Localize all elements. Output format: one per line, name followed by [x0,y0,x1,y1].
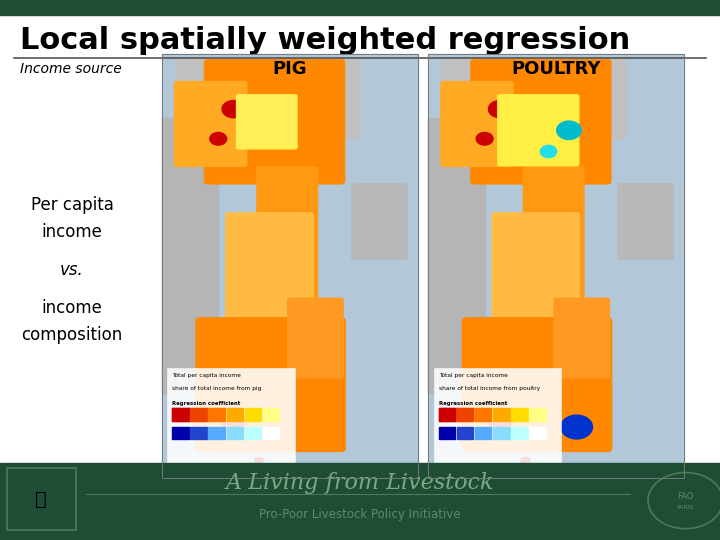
Text: PIG: PIG [272,60,307,78]
FancyBboxPatch shape [236,95,297,149]
Bar [0,0,720,15]
Text: A Living from Livestock: A Living from Livestock [226,472,494,494]
FancyBboxPatch shape [492,213,580,319]
FancyBboxPatch shape [174,82,247,166]
Bar [167,368,295,469]
Bar [428,54,684,478]
FancyBboxPatch shape [441,82,513,166]
Circle shape [521,457,530,464]
Bar [200,408,210,421]
FancyBboxPatch shape [351,184,407,259]
FancyBboxPatch shape [225,213,313,319]
Bar [438,408,455,421]
Bar [208,427,225,439]
FancyBboxPatch shape [462,318,612,451]
Bar [191,408,200,421]
Bar [162,54,418,478]
Bar [457,408,467,421]
FancyBboxPatch shape [428,118,485,393]
FancyBboxPatch shape [441,58,625,139]
Text: income: income [42,223,102,241]
Bar [172,408,181,421]
Bar [219,408,228,421]
Text: Local spatially weighted regression: Local spatially weighted regression [20,26,631,55]
FancyBboxPatch shape [554,298,609,378]
Bar [467,408,476,421]
Circle shape [488,100,511,118]
Text: +: + [248,463,255,472]
FancyBboxPatch shape [498,95,579,166]
Circle shape [540,145,557,158]
Bar [7,468,76,530]
FancyBboxPatch shape [523,167,584,327]
Bar [456,408,473,421]
Text: PARIS: PARIS [677,505,694,510]
Bar [0,463,720,540]
Bar [474,408,492,421]
FancyBboxPatch shape [204,60,344,184]
Text: share of total income from pig: share of total income from pig [172,386,261,391]
Circle shape [255,457,264,464]
FancyBboxPatch shape [503,95,564,149]
Circle shape [210,132,227,145]
Bar [474,427,492,439]
Bar [245,408,261,421]
Bar [529,427,546,439]
Text: Regression coefficient: Regression coefficient [172,401,240,406]
Bar [438,427,455,439]
Bar [511,408,528,421]
Bar [263,427,279,439]
Circle shape [557,121,581,139]
Circle shape [561,415,593,439]
FancyBboxPatch shape [471,60,611,184]
Text: vs.: vs. [60,261,84,279]
FancyBboxPatch shape [618,184,673,259]
Bar [529,408,546,421]
Text: Total per capita income: Total per capita income [438,373,508,378]
Circle shape [222,100,245,118]
Bar [172,408,189,421]
FancyBboxPatch shape [196,318,346,451]
FancyBboxPatch shape [257,167,318,327]
Circle shape [220,408,248,429]
FancyBboxPatch shape [288,298,343,378]
Text: POULTRY: POULTRY [511,60,600,78]
Bar [433,368,562,469]
Text: income: income [42,299,102,317]
Text: composition: composition [22,326,122,344]
Text: Total per capita income: Total per capita income [172,373,241,378]
Text: FAO: FAO [678,492,693,501]
Text: Per capita: Per capita [30,196,114,214]
Bar [245,427,261,439]
Text: +: + [514,463,521,472]
Text: 🐂: 🐂 [35,489,47,509]
Bar [227,408,243,421]
Bar [456,427,473,439]
Bar [485,408,495,421]
Text: Regression coefficient: Regression coefficient [438,401,507,406]
FancyBboxPatch shape [162,118,218,393]
Bar [493,408,510,421]
Circle shape [486,408,514,429]
Bar [438,408,448,421]
Bar [208,408,225,421]
Bar [172,427,189,439]
Bar [263,408,279,421]
Bar [448,408,457,421]
Circle shape [476,132,493,145]
Bar [162,54,418,478]
Text: share of total income from poultry: share of total income from poultry [438,386,540,391]
Bar [210,408,219,421]
Bar [511,427,528,439]
FancyBboxPatch shape [175,58,359,139]
Bar [428,54,684,478]
Text: Pro-Poor Livestock Policy Initiative: Pro-Poor Livestock Policy Initiative [259,508,461,521]
Bar [190,408,207,421]
Text: Income source: Income source [20,62,122,76]
Bar [476,408,485,421]
Bar [227,427,243,439]
Bar [190,427,207,439]
Bar [181,408,191,421]
Bar [493,427,510,439]
